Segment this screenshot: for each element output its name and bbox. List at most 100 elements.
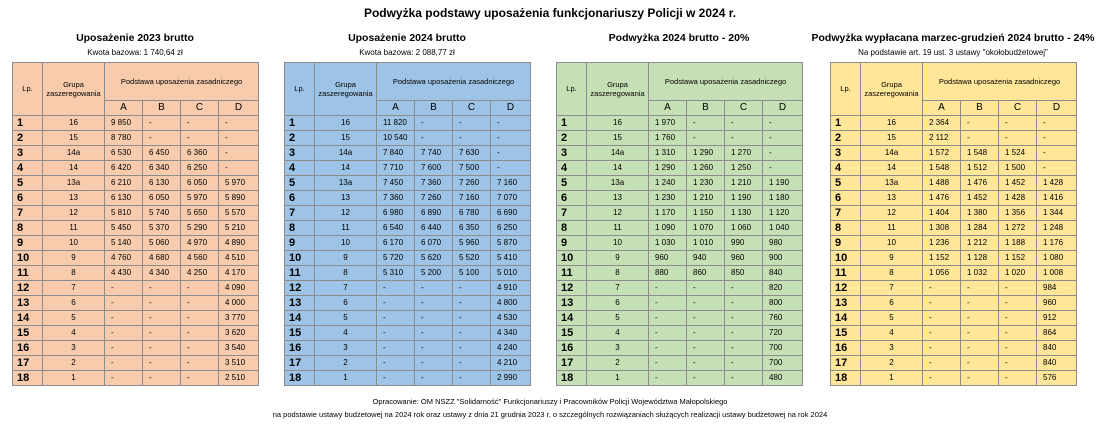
value-cell: 5 970 — [217, 175, 260, 191]
value-cell: 5 370 — [142, 220, 181, 236]
value-cell: - — [104, 340, 143, 356]
lp-cell: 1 — [556, 115, 587, 131]
group-cell: 9 — [586, 250, 649, 266]
value-cell: 1 056 — [922, 265, 961, 281]
header-cell: Lp. — [830, 62, 861, 116]
value-cell: 880 — [648, 265, 687, 281]
data-row: 18 1- - -2 990 — [284, 370, 532, 386]
value-cell: 5 970 — [180, 190, 219, 206]
group-cell: 7 — [860, 280, 923, 296]
value-cell: 820 — [761, 280, 804, 296]
value-cell: - — [686, 340, 725, 356]
group-cell: 15 — [860, 130, 923, 146]
group-cell: 5 — [314, 310, 377, 326]
value-cell: 3 770 — [217, 310, 260, 326]
value-cell: - — [686, 325, 725, 341]
lp-cell: 1 — [284, 115, 315, 131]
lp-cell: 9 — [556, 235, 587, 251]
value-cell: 4 000 — [217, 295, 260, 311]
lp-cell: 18 — [284, 370, 315, 386]
value-cell: - — [724, 370, 763, 386]
value-cell: 6 170 — [376, 235, 415, 251]
group-cell: 2 — [314, 355, 377, 371]
value-cell: 960 — [1035, 295, 1078, 311]
group-cell: 3 — [314, 340, 377, 356]
value-cell: 1 190 — [724, 190, 763, 206]
value-cell: - — [960, 325, 999, 341]
header-cell: A — [104, 100, 143, 116]
data-row: 18 1- - -480 — [556, 370, 804, 386]
value-cell: 1 176 — [1035, 235, 1078, 251]
lp-cell: 16 — [284, 340, 315, 356]
group-cell: 14 — [586, 160, 649, 176]
data-row: 10 9 960 940 960 900 — [556, 250, 804, 266]
lp-cell: 14 — [556, 310, 587, 326]
group-cell: 16 — [860, 115, 923, 131]
value-cell: - — [724, 130, 763, 146]
value-cell: 1 250 — [724, 160, 763, 176]
value-cell: 4 340 — [142, 265, 181, 281]
group-cell: 5 — [42, 310, 105, 326]
data-row: 6 13 6 130 6 050 5 970 5 890 — [12, 190, 260, 206]
value-cell: 1 190 — [761, 175, 804, 191]
group-cell: 13 — [314, 190, 377, 206]
data-table: Lp. Grupa zaszeregowania Podstawa uposażen… — [830, 62, 1078, 386]
value-cell: - — [452, 370, 491, 386]
value-cell: - — [217, 160, 260, 176]
value-cell: - — [217, 130, 260, 146]
lp-cell: 12 — [12, 280, 43, 296]
header-cell: B — [686, 100, 725, 116]
value-cell: 1 070 — [686, 220, 725, 236]
value-cell: 1 290 — [686, 145, 725, 161]
value-cell: 1 130 — [724, 205, 763, 221]
value-cell: 6 690 — [489, 205, 532, 221]
value-cell: 6 130 — [104, 190, 143, 206]
value-cell: 1 152 — [998, 250, 1037, 266]
value-cell: - — [104, 280, 143, 296]
value-cell: - — [414, 295, 453, 311]
value-cell: 1 970 — [648, 115, 687, 131]
table-subtitle: Kwota bazowa: 2 088,77 zł — [359, 48, 455, 57]
value-cell: 1 428 — [1035, 175, 1078, 191]
value-cell: 850 — [724, 265, 763, 281]
value-cell: - — [414, 130, 453, 146]
value-cell: 6 210 — [104, 175, 143, 191]
value-cell: 940 — [686, 250, 725, 266]
value-cell: 4 890 — [217, 235, 260, 251]
header-cell: C — [452, 100, 491, 116]
data-row: 9 10 6 170 6 070 5 960 5 870 — [284, 235, 532, 251]
value-cell: 6 980 — [376, 205, 415, 221]
value-cell: - — [960, 310, 999, 326]
group-cell: 3 — [860, 340, 923, 356]
value-cell: 1 500 — [998, 160, 1037, 176]
value-cell: 980 — [761, 235, 804, 251]
value-cell: 1 010 — [686, 235, 725, 251]
value-cell: - — [922, 310, 961, 326]
value-cell: - — [142, 355, 181, 371]
group-cell: 5 — [860, 310, 923, 326]
header-cell: Podstawa uposażenia zasadniczego — [647, 62, 804, 101]
lp-cell: 3 — [830, 145, 861, 161]
group-cell: 13a — [586, 175, 649, 191]
value-cell: 10 540 — [376, 130, 415, 146]
value-cell: - — [648, 310, 687, 326]
value-cell: - — [180, 115, 219, 131]
data-row: 10 9 5 720 5 620 5 520 5 410 — [284, 250, 532, 266]
value-cell: 1 428 — [998, 190, 1037, 206]
data-row: 8 11 1 308 1 284 1 272 1 248 — [830, 220, 1078, 236]
value-cell: - — [724, 295, 763, 311]
lp-cell: 7 — [556, 205, 587, 221]
group-cell: 6 — [586, 295, 649, 311]
value-cell: - — [960, 370, 999, 386]
lp-cell: 17 — [284, 355, 315, 371]
lp-cell: 17 — [556, 355, 587, 371]
value-cell: - — [376, 280, 415, 296]
lp-cell: 14 — [284, 310, 315, 326]
value-cell: 4 560 — [180, 250, 219, 266]
group-cell: 11 — [42, 220, 105, 236]
data-row: 8 11 5 450 5 370 5 290 5 210 — [12, 220, 260, 236]
value-cell: - — [104, 310, 143, 326]
value-cell: 1 488 — [922, 175, 961, 191]
lp-cell: 13 — [830, 295, 861, 311]
